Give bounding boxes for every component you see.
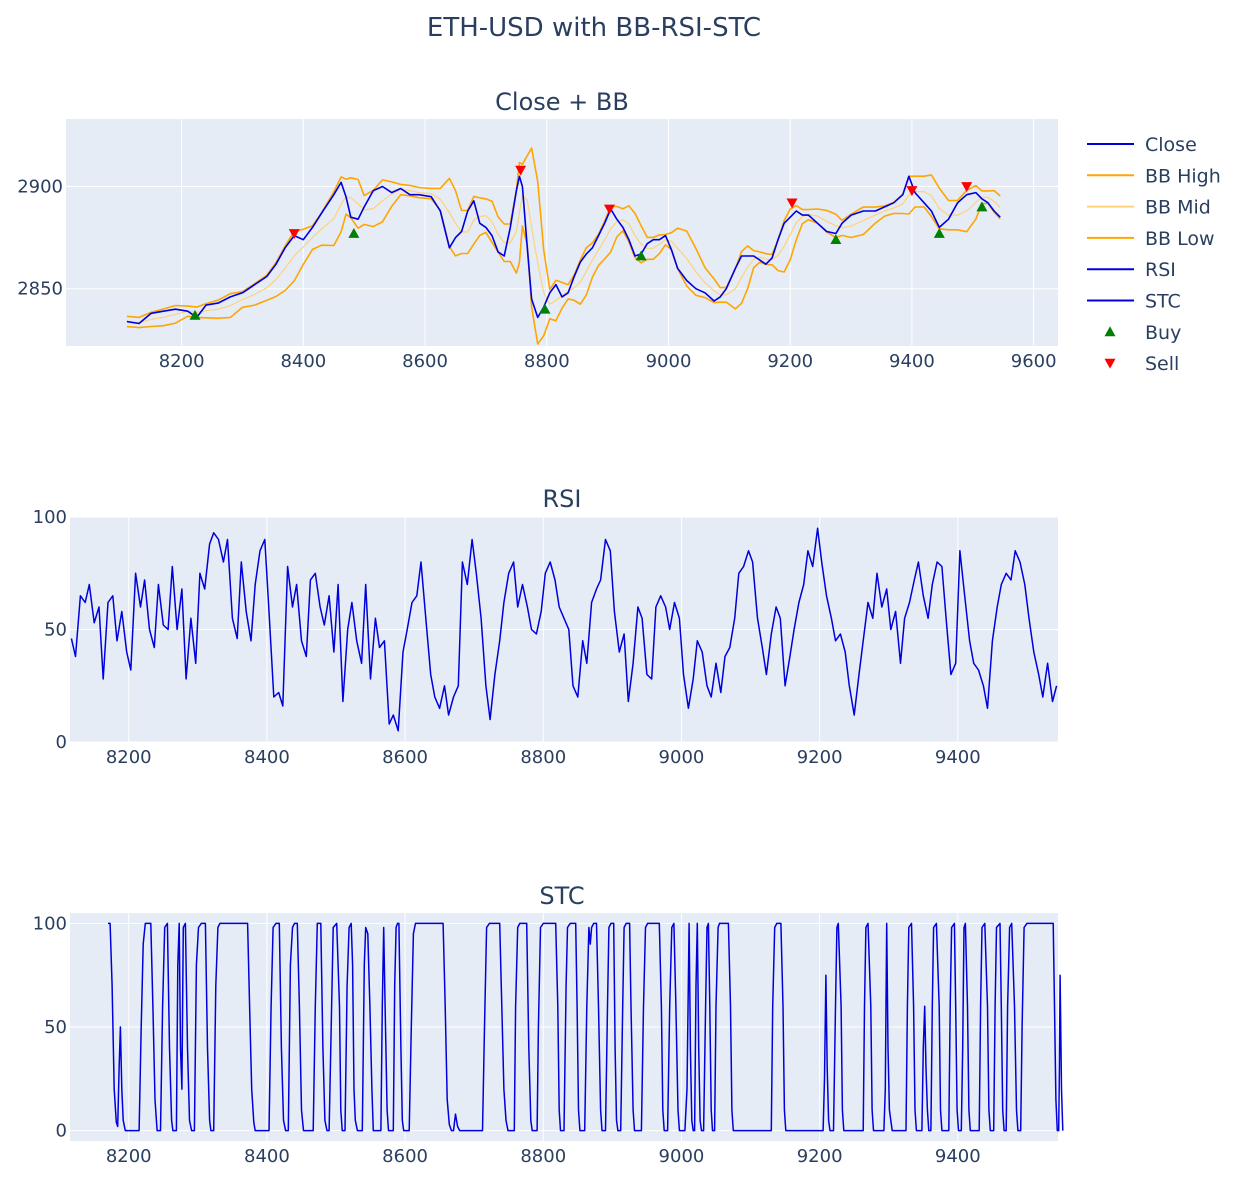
legend-label: STC	[1145, 291, 1181, 313]
y-tick-label: 2900	[17, 176, 63, 197]
buy-marker[interactable]	[976, 201, 988, 212]
y-tick-label: 100	[33, 913, 67, 934]
legend-item-stc[interactable]: STC	[1087, 291, 1181, 313]
legend[interactable]: Close BB High BB Mid BB Low RSI STC Buy Sell	[1087, 134, 1221, 375]
stc-line	[108, 922, 1064, 1132]
subplot-title-close-bb: Close + BB	[495, 88, 629, 116]
panel-rsi[interactable]: 8200 8400 8600 8800 9000 9200 9400 0 50 100	[33, 507, 1058, 768]
x-tick-label: 9400	[935, 747, 981, 768]
y-tick-label: 50	[44, 620, 67, 641]
buy-marker[interactable]	[933, 228, 945, 238]
x-tick-label: 8800	[520, 1146, 566, 1167]
x-tick-label: 8600	[382, 747, 428, 768]
close-line	[126, 175, 1001, 325]
bb-mid-line	[126, 189, 1001, 324]
sell-marker[interactable]	[786, 198, 798, 209]
x-tick-label: 9200	[767, 351, 813, 372]
panel-stc[interactable]: 8200 8400 8600 8800 9000 9200 9400 0 50 100	[33, 913, 1064, 1167]
y-tick-label: 2850	[17, 279, 63, 300]
legend-item-sell[interactable]: Sell	[1104, 353, 1180, 375]
x-tick-label: 9000	[646, 351, 692, 372]
legend-label: BB Low	[1145, 228, 1215, 250]
y-tick-label: 50	[44, 1017, 67, 1038]
y-tick-label: 100	[33, 507, 67, 528]
legend-label: BB High	[1145, 165, 1221, 187]
x-tick-label: 9600	[1011, 351, 1057, 372]
x-tick-label: 8400	[280, 351, 326, 372]
rsi-line	[70, 527, 1058, 732]
buy-marker[interactable]	[189, 309, 201, 320]
x-tick-label: 8400	[244, 747, 290, 768]
sell-marker[interactable]	[603, 204, 615, 215]
legend-item-buy[interactable]: Buy	[1104, 322, 1182, 344]
y-tick-label: 0	[56, 732, 67, 753]
y-tick-label: 0	[56, 1121, 67, 1142]
x-tick-label: 8200	[159, 351, 205, 372]
sell-marker[interactable]	[906, 186, 918, 197]
x-tick-label: 9000	[659, 747, 705, 768]
buy-marker[interactable]	[539, 303, 551, 314]
sell-marker[interactable]	[961, 182, 973, 192]
x-tick-label: 8200	[106, 747, 152, 768]
x-tick-label: 8200	[106, 1146, 152, 1167]
x-tick-label: 8600	[382, 1146, 428, 1167]
x-tick-label: 8800	[524, 351, 570, 372]
plot-area-close-bb[interactable]	[66, 119, 1058, 346]
x-tick-label: 9400	[935, 1146, 981, 1167]
x-tick-label: 9200	[797, 1146, 843, 1167]
legend-item-bb-high[interactable]: BB High	[1087, 165, 1221, 187]
buy-marker[interactable]	[830, 234, 842, 245]
legend-label: BB Mid	[1145, 197, 1211, 219]
buy-marker[interactable]	[635, 250, 647, 261]
subplot-title-rsi: RSI	[543, 485, 582, 513]
x-tick-label: 8600	[402, 351, 448, 372]
legend-item-rsi[interactable]: RSI	[1087, 259, 1176, 281]
buy-marker[interactable]	[348, 228, 360, 238]
legend-label: Sell	[1145, 353, 1179, 375]
legend-item-bb-low[interactable]: BB Low	[1087, 228, 1215, 250]
legend-label: Close	[1145, 134, 1197, 156]
subplot-title-stc: STC	[539, 882, 584, 910]
legend-marker[interactable]	[1104, 326, 1116, 337]
x-tick-label: 9200	[797, 747, 843, 768]
sell-marker[interactable]	[515, 165, 527, 176]
bb-high-line	[126, 147, 1001, 319]
legend-item-close[interactable]: Close	[1087, 134, 1197, 156]
x-tick-label: 9000	[659, 1146, 705, 1167]
bb-low-line	[126, 193, 1001, 345]
x-tick-label: 9400	[889, 351, 935, 372]
x-tick-label: 8800	[520, 747, 566, 768]
legend-label: Buy	[1145, 322, 1181, 344]
legend-marker[interactable]	[1104, 358, 1116, 369]
x-tick-label: 8400	[244, 1146, 290, 1167]
legend-item-bb-mid[interactable]: BB Mid	[1087, 197, 1211, 219]
figure-title: ETH-USD with BB-RSI-STC	[427, 13, 761, 43]
sell-marker[interactable]	[288, 229, 300, 240]
legend-label: RSI	[1145, 259, 1176, 281]
panel-close-bb[interactable]: 8200 8400 8600 8800 9000 9200 9400 9600 2850 2900	[17, 119, 1058, 372]
